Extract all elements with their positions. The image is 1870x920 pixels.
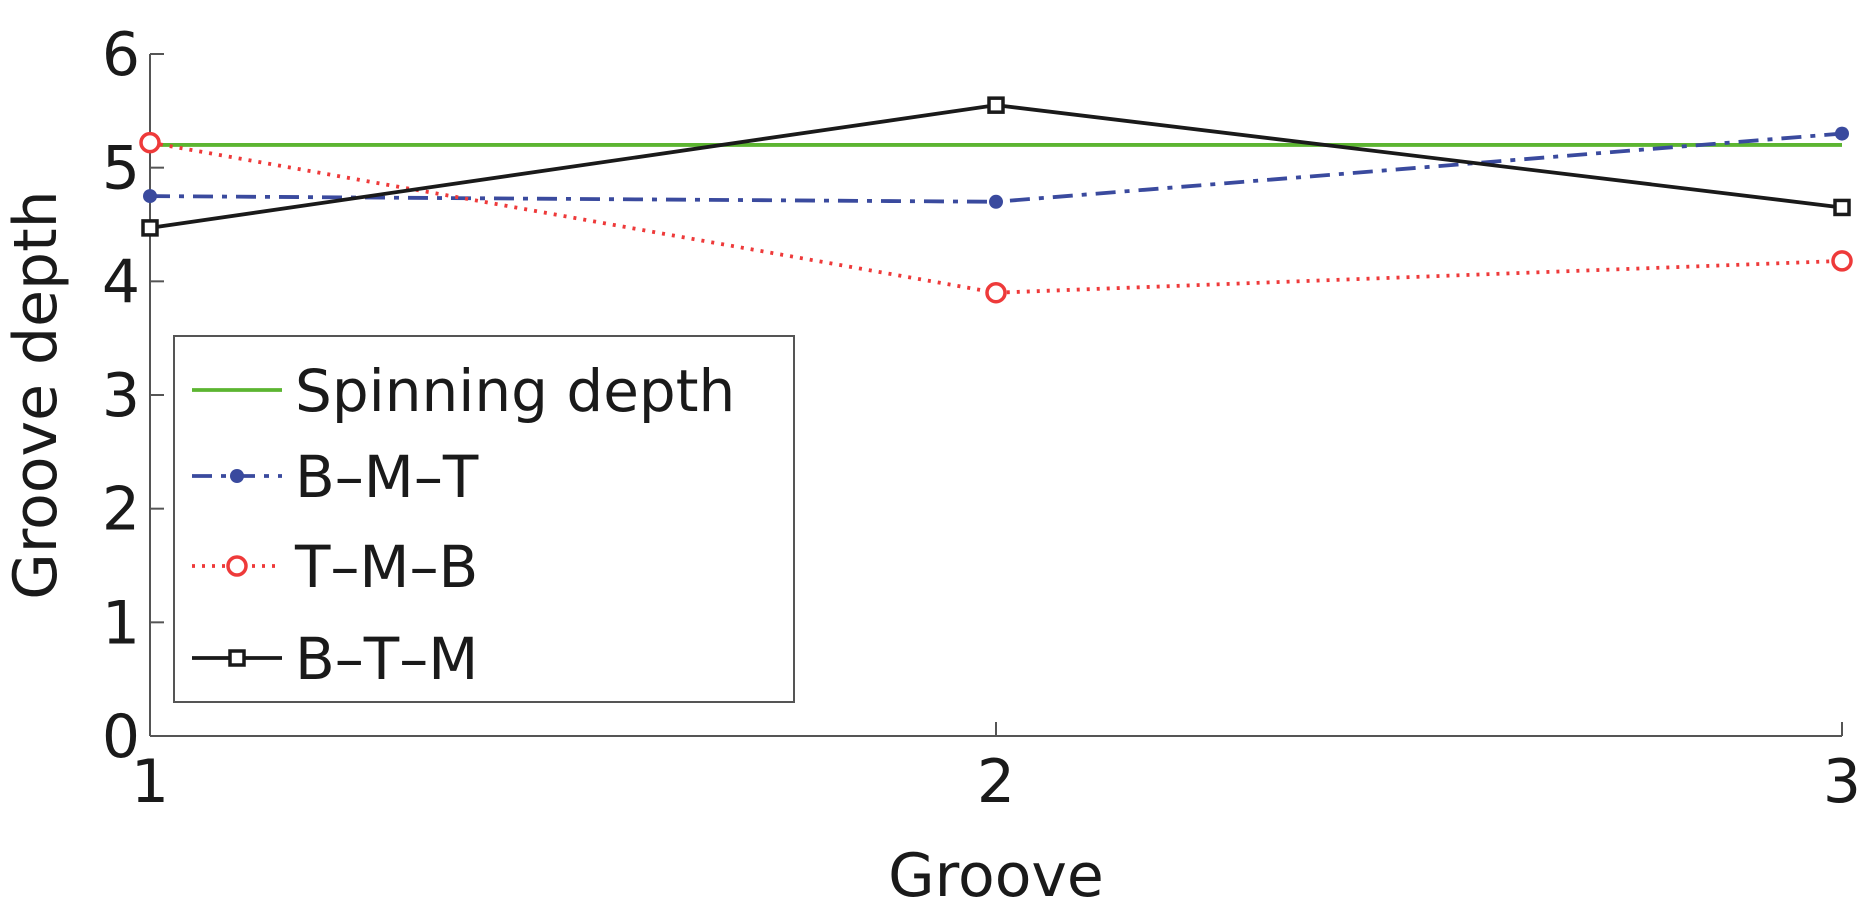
legend-label: B–M–T	[295, 443, 479, 511]
x-tick-label: 2	[977, 747, 1015, 817]
data-point	[1835, 126, 1849, 141]
legend-label: T–M–B	[294, 533, 478, 601]
legend-marker	[230, 469, 244, 483]
data-point	[139, 131, 161, 154]
y-tick-label: 6	[102, 20, 140, 90]
data-point	[143, 189, 157, 204]
y-tick-label: 0	[102, 702, 140, 772]
data-point	[989, 194, 1003, 209]
legend-label: B–T–M	[295, 625, 478, 693]
x-tick-label: 3	[1823, 747, 1861, 817]
y-tick-label: 4	[102, 247, 140, 317]
data-point	[141, 219, 159, 237]
data-point	[1831, 250, 1853, 272]
series-line	[149, 103, 1843, 230]
y-tick-label: 5	[102, 134, 140, 204]
legend-label: Spinning depth	[295, 357, 735, 425]
y-tick-label: 3	[102, 361, 140, 431]
legend-marker	[228, 649, 246, 667]
x-tick-label: 1	[131, 747, 169, 817]
x-axis-label: Groove	[888, 841, 1104, 911]
legend-marker	[226, 555, 248, 577]
y-tick-label: 1	[102, 588, 140, 658]
data-point	[1833, 198, 1851, 217]
y-axis-label: Groove depth	[1, 190, 71, 599]
legend-box	[173, 335, 795, 703]
y-tick-label: 2	[102, 475, 140, 545]
data-point	[987, 96, 1005, 114]
series-line	[149, 140, 1843, 295]
data-point	[985, 281, 1007, 304]
